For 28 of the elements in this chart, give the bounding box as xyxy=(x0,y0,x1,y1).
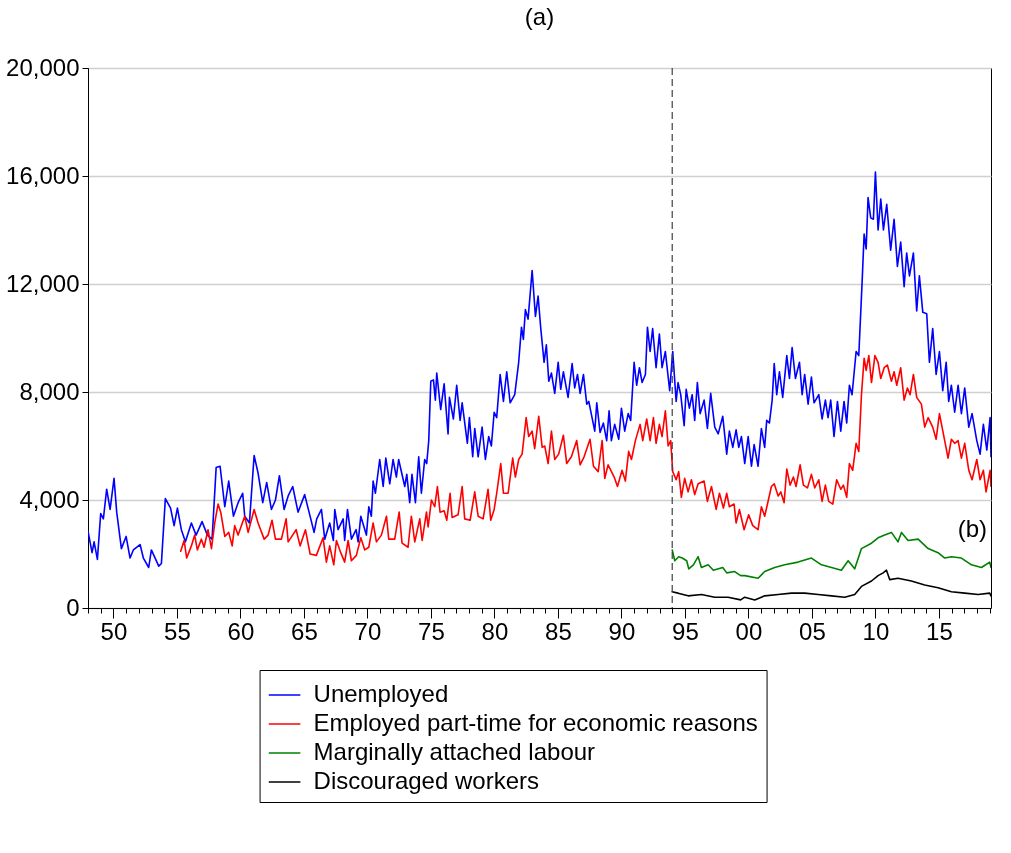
x-tick-label: 75 xyxy=(418,617,445,645)
line-series xyxy=(179,354,991,566)
x-tick-label: 00 xyxy=(735,617,763,645)
x-tick-label: 80 xyxy=(481,617,509,645)
annotation: (b) xyxy=(957,514,987,542)
x-tick-label: 55 xyxy=(164,617,191,645)
x-tick-label: 85 xyxy=(545,617,572,645)
x-tick-label: 50 xyxy=(100,617,128,645)
legend-label: Discouraged workers xyxy=(313,767,539,794)
x-tick-label: 10 xyxy=(862,617,890,645)
x-tick-label: 90 xyxy=(608,617,636,645)
y-tick-label: 16,000 xyxy=(6,161,80,189)
y-tick-label: 4,000 xyxy=(19,485,80,513)
x-tick-label: 70 xyxy=(354,617,382,645)
x-tick-label: 05 xyxy=(799,617,826,645)
x-tick-label: 95 xyxy=(672,617,699,645)
y-tick-label: 0 xyxy=(66,593,80,621)
y-tick-label: 8,000 xyxy=(19,377,80,405)
x-tick-label: 60 xyxy=(227,617,255,645)
line-series xyxy=(88,171,991,569)
y-tick-label: 20,000 xyxy=(6,53,80,81)
x-tick-label: 65 xyxy=(291,617,318,645)
legend-label: Unemployed xyxy=(313,680,449,707)
y-tick-label: 12,000 xyxy=(6,269,80,297)
legend-label: Marginally attached labour xyxy=(313,738,596,765)
legend-label: Employed part-time for economic reasons xyxy=(313,709,758,736)
chart-title: (a) xyxy=(524,3,555,30)
x-tick-label: 15 xyxy=(926,617,953,645)
